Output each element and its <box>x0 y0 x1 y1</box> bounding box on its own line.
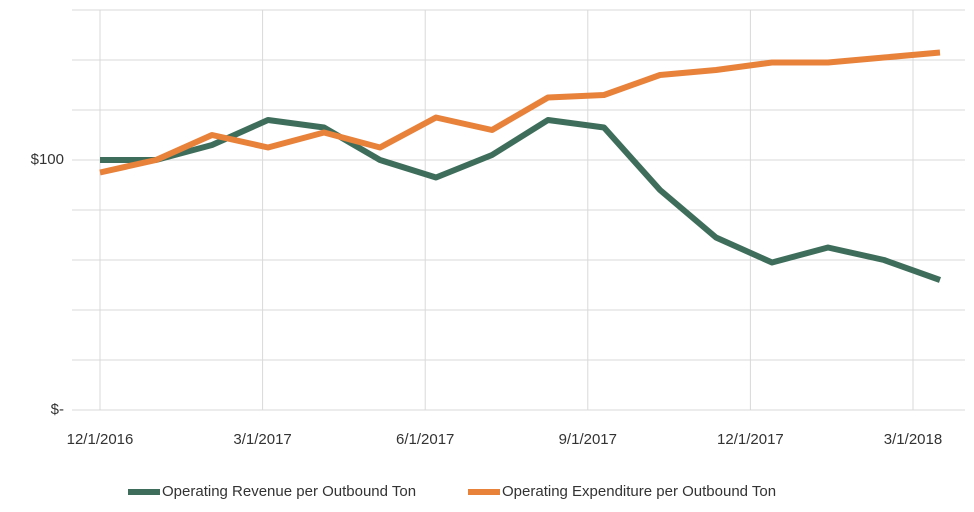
y-tick-label: $100 <box>31 151 64 168</box>
x-tick-label: 12/1/2016 <box>67 431 134 448</box>
x-tick-label: 6/1/2017 <box>396 431 454 448</box>
legend-label: Operating Expenditure per Outbound Ton <box>502 483 776 500</box>
series-line <box>99 49 941 176</box>
y-tick-label: $- <box>51 401 64 418</box>
x-tick-label: 12/1/2017 <box>717 431 784 448</box>
x-tick-label: 9/1/2017 <box>559 431 617 448</box>
x-tick-label: 3/1/2017 <box>233 431 291 448</box>
x-tick-label: 3/1/2018 <box>884 431 942 448</box>
legend-label: Operating Revenue per Outbound Ton <box>162 483 416 500</box>
series-line <box>100 117 942 283</box>
